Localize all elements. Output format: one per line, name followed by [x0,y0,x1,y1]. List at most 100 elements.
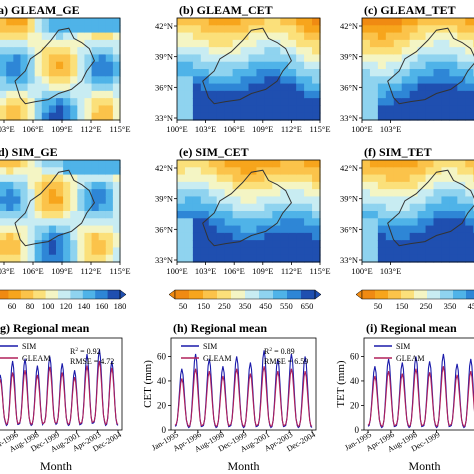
map-cell [240,32,250,41]
map-cell [312,196,321,205]
map-cell [84,18,93,26]
map-cell [425,240,435,249]
colorbar-tick-label: 180 [114,301,127,311]
map-cell [465,196,474,205]
map-cell [377,69,387,77]
map-cell [304,160,313,168]
map-cell [312,25,321,34]
map-cell [417,240,427,249]
x-tick-label: 103°E [0,266,15,276]
map-cell [56,54,64,63]
map-cell [457,54,466,63]
map-cell [377,25,387,34]
map-cell [208,203,218,212]
map-cell [0,54,7,63]
map-cell [369,218,379,227]
map-cell [449,218,458,227]
legend-label: SIM [22,342,36,351]
map-cell [70,211,78,219]
map-cell [417,69,427,77]
colorbar-swatch [301,290,316,299]
y-tick-label: 36°N [340,224,358,234]
map-cell [457,247,466,256]
map-cell [465,76,474,85]
map-cell [13,76,22,85]
map-cell [304,181,313,190]
map-cell [184,98,194,107]
map-cell [20,174,29,183]
map-cell [232,174,242,183]
map-cell [200,189,210,198]
map-cell [280,90,289,99]
map-cell [385,232,395,241]
map-cell [208,196,218,205]
map-cell [41,47,50,56]
map-cell [248,18,258,26]
map-cell [232,76,242,85]
map-cell [232,32,242,41]
map-cell [98,225,107,234]
map-cell [304,18,313,26]
map-cell [312,105,321,114]
map-cell [192,167,202,176]
map-cell [272,47,281,56]
map-cell [288,196,297,205]
map-cell [6,54,14,63]
map-cell [256,189,265,198]
series-line-gleam [367,366,474,428]
map-cell [296,32,305,41]
map-cell [425,47,435,56]
map-cell [425,174,435,183]
map-cell [224,247,234,256]
map-cell [393,69,403,77]
x-tick-label: 112°E [80,266,101,276]
map-cell [272,189,281,198]
map-cell [457,225,466,234]
map-cell [377,211,387,219]
map-cell [296,232,305,241]
map-cell [208,47,218,56]
map-cell [224,218,234,227]
map-cell [112,54,121,63]
y-tick-label: 20 [157,400,167,410]
map-cell [20,112,29,121]
map-cell [377,90,387,99]
map-cell [441,47,450,56]
map-cell [192,69,202,77]
map-cell [312,203,321,212]
map-cell [77,232,86,241]
map-cell [232,39,242,48]
map-cell [13,25,22,34]
map-cell [457,61,466,70]
map-cell [433,211,443,219]
map-cell [192,240,202,249]
colorbar-tick-label: 80 [26,301,35,311]
map-cell [192,254,202,263]
colorbar-swatch [375,290,389,299]
timeseries-panel-i: (i) Regional meanSIMGLEAMR20204060TET (m… [335,321,474,473]
map-cell [177,32,186,41]
map-cell [84,189,93,198]
map-cell [63,47,71,56]
map-cell [105,61,114,70]
map-cell [200,69,210,77]
map-cell [48,105,57,114]
x-tick-label: 103°E [195,266,216,276]
map-title: (e) SIM_CET [179,145,249,159]
map-cell [417,232,427,241]
map-cell [377,39,387,48]
map-cell [369,112,379,121]
map-cell [264,112,273,121]
map-cell [112,18,121,26]
map-cell [312,211,321,219]
map-cell [0,181,7,190]
map-cell [433,247,443,256]
map-cell [27,211,36,219]
map-cell [433,105,443,114]
map-cell [112,189,121,198]
map-cell [84,225,93,234]
map-cell [184,32,194,41]
